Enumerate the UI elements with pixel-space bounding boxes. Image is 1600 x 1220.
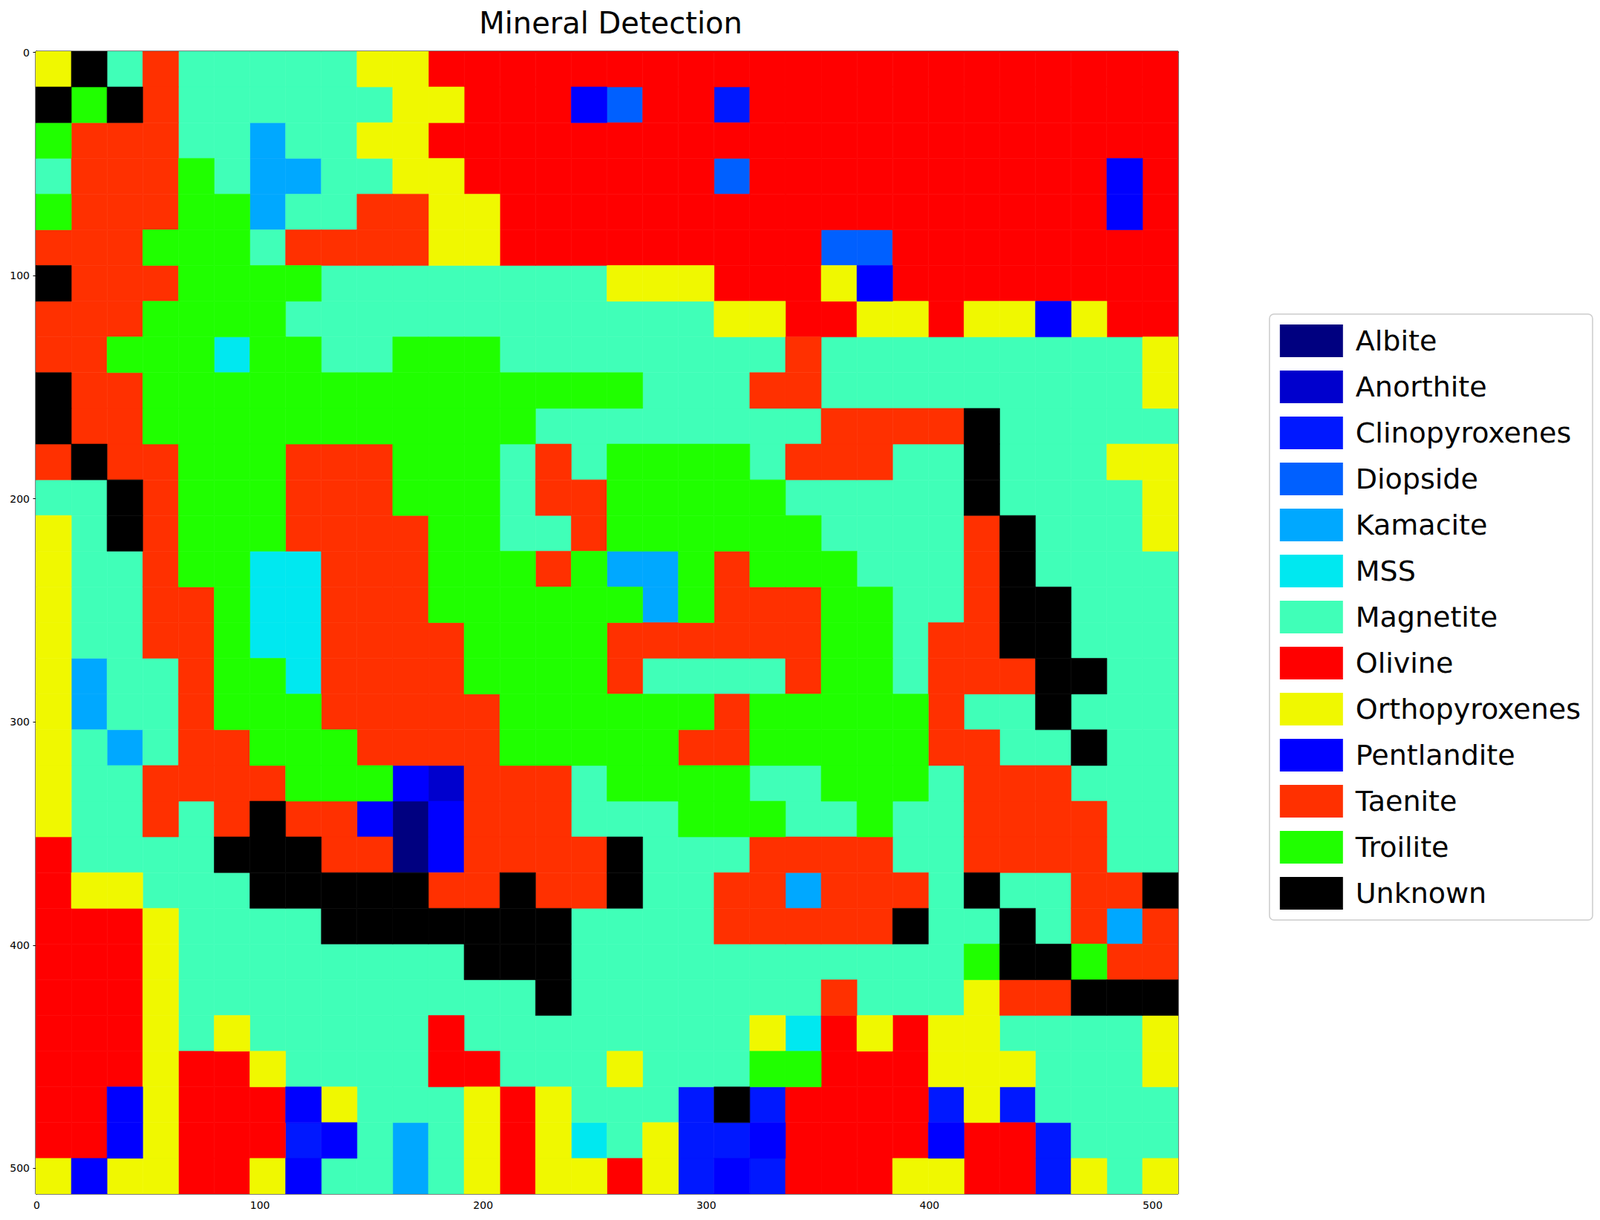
svg-text:500: 500 — [9, 1161, 30, 1174]
svg-text:Pentlandite: Pentlandite — [1355, 738, 1516, 772]
svg-text:Diopside: Diopside — [1355, 462, 1479, 496]
svg-text:Taenite: Taenite — [1354, 784, 1458, 818]
svg-text:Clinopyroxenes: Clinopyroxenes — [1355, 416, 1572, 450]
svg-text:100: 100 — [9, 269, 30, 282]
svg-text:Magnetite: Magnetite — [1355, 600, 1498, 634]
svg-text:200: 200 — [472, 1199, 493, 1211]
svg-text:400: 400 — [919, 1199, 940, 1211]
svg-text:Albite: Albite — [1355, 324, 1438, 358]
svg-text:Kamacite: Kamacite — [1355, 508, 1488, 542]
svg-text:Troilite: Troilite — [1354, 830, 1450, 864]
svg-text:Mineral Detection: Mineral Detection — [478, 5, 743, 41]
svg-text:Olivine: Olivine — [1355, 646, 1454, 680]
svg-text:300: 300 — [696, 1199, 717, 1211]
svg-text:500: 500 — [1142, 1199, 1163, 1211]
svg-text:MSS: MSS — [1355, 554, 1416, 588]
svg-text:300: 300 — [9, 715, 30, 728]
svg-text:200: 200 — [9, 492, 30, 505]
svg-text:Anorthite: Anorthite — [1355, 370, 1488, 404]
svg-text:0: 0 — [33, 1199, 41, 1211]
svg-text:Unknown: Unknown — [1355, 876, 1487, 910]
svg-text:400: 400 — [9, 939, 30, 952]
svg-text:0: 0 — [23, 46, 30, 59]
svg-text:100: 100 — [250, 1199, 271, 1211]
svg-text:Orthopyroxenes: Orthopyroxenes — [1355, 692, 1581, 726]
